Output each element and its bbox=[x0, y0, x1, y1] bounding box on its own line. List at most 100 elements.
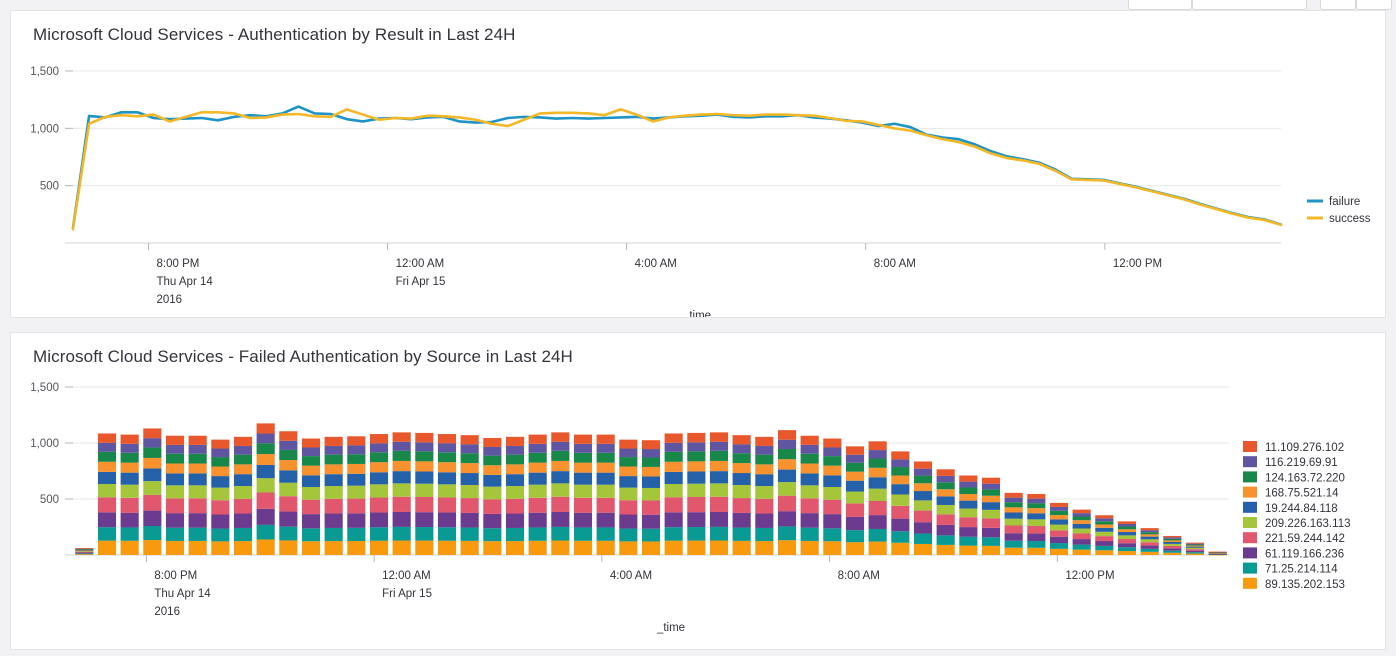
bar-segment[interactable] bbox=[596, 527, 615, 541]
bar-segment[interactable] bbox=[687, 497, 706, 513]
bar-segment[interactable] bbox=[1163, 550, 1182, 553]
bar-segment[interactable] bbox=[97, 461, 117, 472]
bar-segment[interactable] bbox=[777, 439, 797, 449]
bar-segment[interactable] bbox=[936, 496, 955, 505]
bar-segment[interactable] bbox=[505, 454, 525, 465]
bar-segment[interactable] bbox=[1117, 543, 1137, 548]
bar-segment[interactable] bbox=[777, 448, 797, 460]
bar-stack[interactable] bbox=[75, 548, 94, 555]
bar-segment[interactable] bbox=[687, 512, 706, 528]
bar-segment[interactable] bbox=[528, 527, 547, 541]
bar-segment[interactable] bbox=[641, 541, 661, 555]
bar-segment[interactable] bbox=[392, 526, 411, 541]
bar-segment[interactable] bbox=[415, 432, 434, 443]
bar-stack[interactable] bbox=[823, 438, 842, 555]
bar-segment[interactable] bbox=[75, 552, 94, 554]
bar-segment[interactable] bbox=[573, 540, 593, 555]
bar-segment[interactable] bbox=[709, 450, 729, 461]
bar-stack[interactable] bbox=[437, 434, 457, 555]
bar-segment[interactable] bbox=[551, 483, 570, 497]
line-series-success[interactable] bbox=[71, 108, 1283, 231]
bar-segment[interactable] bbox=[1027, 533, 1046, 542]
bar-segment[interactable] bbox=[437, 512, 457, 528]
bar-segment[interactable] bbox=[301, 528, 321, 542]
bar-segment[interactable] bbox=[936, 504, 955, 515]
bar-segment[interactable] bbox=[1049, 524, 1069, 531]
bar-stack[interactable] bbox=[732, 435, 751, 555]
bar-stack[interactable] bbox=[1049, 502, 1069, 555]
bar-segment[interactable] bbox=[165, 444, 185, 454]
bar-segment[interactable] bbox=[664, 527, 683, 541]
bar-segment[interactable] bbox=[777, 469, 797, 483]
legend-label-success[interactable]: success bbox=[1329, 213, 1371, 225]
bar-segment[interactable] bbox=[392, 432, 411, 442]
bar-segment[interactable] bbox=[505, 464, 525, 475]
bar-segment[interactable] bbox=[755, 436, 774, 446]
bar-segment[interactable] bbox=[959, 536, 978, 546]
bar-segment[interactable] bbox=[188, 444, 207, 454]
bar-segment[interactable] bbox=[619, 500, 638, 515]
bar-segment[interactable] bbox=[936, 514, 955, 525]
bar-segment[interactable] bbox=[1185, 544, 1205, 546]
bar-segment[interactable] bbox=[1185, 545, 1205, 547]
bar-segment[interactable] bbox=[256, 539, 275, 555]
bar-segment[interactable] bbox=[460, 473, 479, 486]
bar-segment[interactable] bbox=[279, 431, 298, 441]
bar-segment[interactable] bbox=[959, 481, 978, 488]
bar-segment[interactable] bbox=[1117, 551, 1137, 555]
bar-segment[interactable] bbox=[891, 518, 910, 532]
bar-segment[interactable] bbox=[551, 450, 570, 461]
bar-segment[interactable] bbox=[891, 542, 910, 555]
bar-segment[interactable] bbox=[528, 434, 547, 444]
bar-segment[interactable] bbox=[211, 466, 230, 477]
bar-segment[interactable] bbox=[868, 528, 887, 542]
bar-stack[interactable] bbox=[664, 433, 683, 555]
bar-segment[interactable] bbox=[913, 475, 933, 484]
bar-segment[interactable] bbox=[505, 513, 525, 528]
toolbar-button-3[interactable] bbox=[1320, 0, 1356, 10]
bar-segment[interactable] bbox=[981, 537, 1001, 546]
bar-stack[interactable] bbox=[800, 435, 819, 555]
bar-segment[interactable] bbox=[1004, 497, 1023, 503]
bar-segment[interactable] bbox=[324, 454, 343, 465]
bar-stack[interactable] bbox=[460, 435, 479, 555]
bar-segment[interactable] bbox=[619, 514, 638, 529]
bar-segment[interactable] bbox=[165, 513, 185, 528]
bar-segment[interactable] bbox=[211, 448, 230, 458]
legend-label[interactable]: 19.244.84.118 bbox=[1265, 503, 1338, 515]
bar-segment[interactable] bbox=[279, 511, 298, 527]
bar-segment[interactable] bbox=[505, 485, 525, 499]
bar-segment[interactable] bbox=[551, 496, 570, 512]
bar-segment[interactable] bbox=[1117, 529, 1137, 533]
bar-stack[interactable] bbox=[845, 446, 865, 555]
bar-segment[interactable] bbox=[120, 497, 139, 513]
bar-segment[interactable] bbox=[143, 428, 162, 439]
bar-segment[interactable] bbox=[573, 512, 593, 528]
bar-segment[interactable] bbox=[619, 528, 638, 542]
bar-segment[interactable] bbox=[301, 486, 321, 500]
bar-stack[interactable] bbox=[256, 423, 275, 555]
bar-segment[interactable] bbox=[732, 498, 751, 513]
bar-segment[interactable] bbox=[641, 476, 661, 488]
bar-segment[interactable] bbox=[1027, 503, 1046, 509]
legend-label-failure[interactable]: failure bbox=[1329, 196, 1360, 208]
bar-stack[interactable] bbox=[505, 436, 525, 555]
bar-segment[interactable] bbox=[1140, 551, 1159, 555]
bar-segment[interactable] bbox=[1163, 543, 1182, 546]
bar-segment[interactable] bbox=[437, 527, 457, 541]
bar-segment[interactable] bbox=[528, 540, 547, 555]
bar-segment[interactable] bbox=[1208, 553, 1227, 555]
bar-segment[interactable] bbox=[460, 512, 479, 528]
bar-segment[interactable] bbox=[392, 460, 411, 472]
bar-segment[interactable] bbox=[777, 482, 797, 496]
bar-segment[interactable] bbox=[1072, 520, 1091, 524]
bar-segment[interactable] bbox=[120, 540, 139, 555]
bar-segment[interactable] bbox=[233, 436, 253, 446]
bar-stack[interactable] bbox=[415, 432, 434, 555]
bar-segment[interactable] bbox=[211, 541, 230, 555]
bar-stack[interactable] bbox=[97, 433, 117, 555]
bar-segment[interactable] bbox=[823, 486, 842, 500]
bar-segment[interactable] bbox=[959, 527, 978, 537]
bar-segment[interactable] bbox=[347, 454, 366, 464]
bar-segment[interactable] bbox=[891, 484, 910, 495]
